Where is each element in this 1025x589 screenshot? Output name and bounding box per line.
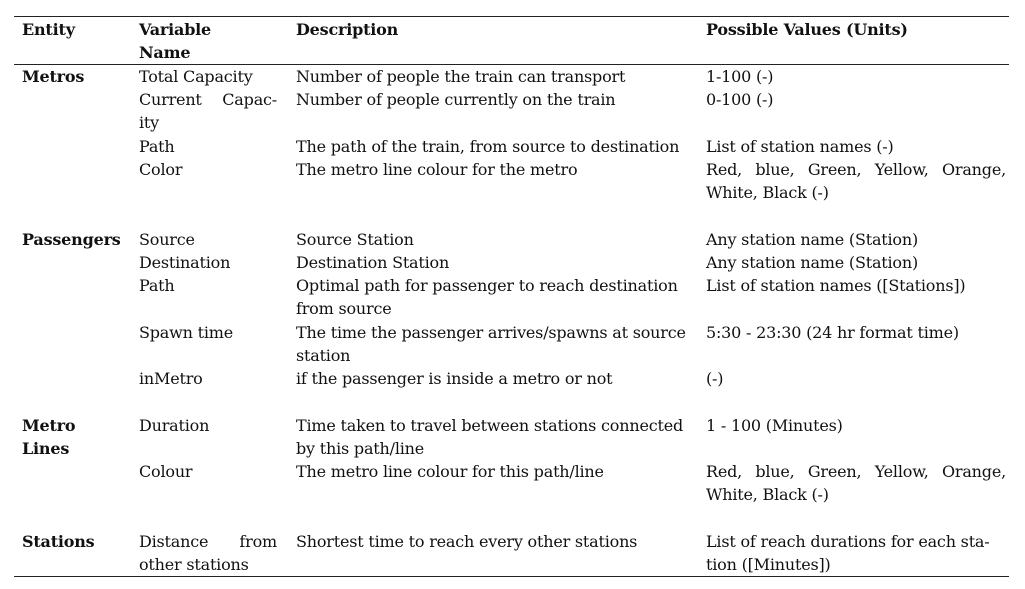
variable-name: Destination xyxy=(139,253,231,272)
variable-name: Spawn time xyxy=(139,323,234,342)
variable-description: The metro line colour for the metro xyxy=(296,160,578,179)
variable-values: List of station names (-) xyxy=(706,137,894,156)
variable-values: Any station name (Station) xyxy=(706,230,919,249)
variable-description: Shortest time to reach every other stati… xyxy=(296,532,638,551)
table-header-rule xyxy=(14,64,1009,65)
header-description: Description xyxy=(296,20,399,39)
variable-values: 1 - 100 (Minutes) xyxy=(706,416,843,435)
variable-values: Red, blue, Green, Yellow, Orange, White,… xyxy=(706,160,1006,203)
variable-name: Path xyxy=(139,137,175,156)
variable-name: Total Capacity xyxy=(139,67,253,86)
variable-name: Color xyxy=(139,160,183,179)
variable-name: Current Capac- ity xyxy=(139,90,277,133)
variable-name: Colour xyxy=(139,462,193,481)
variable-description: Number of people currently on the train xyxy=(296,90,616,109)
variable-description: The time the passenger arrives/spawns at… xyxy=(296,323,686,366)
table-top-rule xyxy=(14,16,1009,18)
variable-values: List of reach durations for each sta- ti… xyxy=(706,532,990,575)
variable-description: The metro line colour for this path/line xyxy=(296,462,604,481)
variable-description: Optimal path for passenger to reach dest… xyxy=(296,276,678,319)
entity-metro-lines: Metro Lines xyxy=(22,416,76,459)
variable-description: Source Station xyxy=(296,230,414,249)
variable-name: Source xyxy=(139,230,195,249)
variable-description: Time taken to travel between stations co… xyxy=(296,416,684,459)
table-bottom-rule xyxy=(14,576,1009,578)
variable-description: Number of people the train can transport xyxy=(296,67,626,86)
variable-name: inMetro xyxy=(139,369,203,388)
variable-description: Destination Station xyxy=(296,253,450,272)
entity-stations: Stations xyxy=(22,532,95,551)
variable-values: 1-100 (-) xyxy=(706,67,774,86)
header-variable-name: Variable Name xyxy=(139,20,212,63)
header-entity: Entity xyxy=(22,20,75,39)
variable-values: (-) xyxy=(706,369,724,388)
variable-values: List of station names ([Stations]) xyxy=(706,276,966,295)
variable-name: Distance from other stations xyxy=(139,532,277,575)
variable-values: 0-100 (-) xyxy=(706,90,774,109)
header-possible-values: Possible Values (Units) xyxy=(706,20,908,39)
entity-passengers: Passengers xyxy=(22,230,121,249)
entity-metros: Metros xyxy=(22,67,85,86)
variable-description: The path of the train, from source to de… xyxy=(296,137,680,156)
variable-name: Duration xyxy=(139,416,210,435)
variable-description: if the passenger is inside a metro or no… xyxy=(296,369,613,388)
variable-values: Any station name (Station) xyxy=(706,253,919,272)
variable-values: Red, blue, Green, Yellow, Orange, White,… xyxy=(706,462,1006,505)
variable-values: 5:30 - 23:30 (24 hr format time) xyxy=(706,323,959,342)
variable-name: Path xyxy=(139,276,175,295)
